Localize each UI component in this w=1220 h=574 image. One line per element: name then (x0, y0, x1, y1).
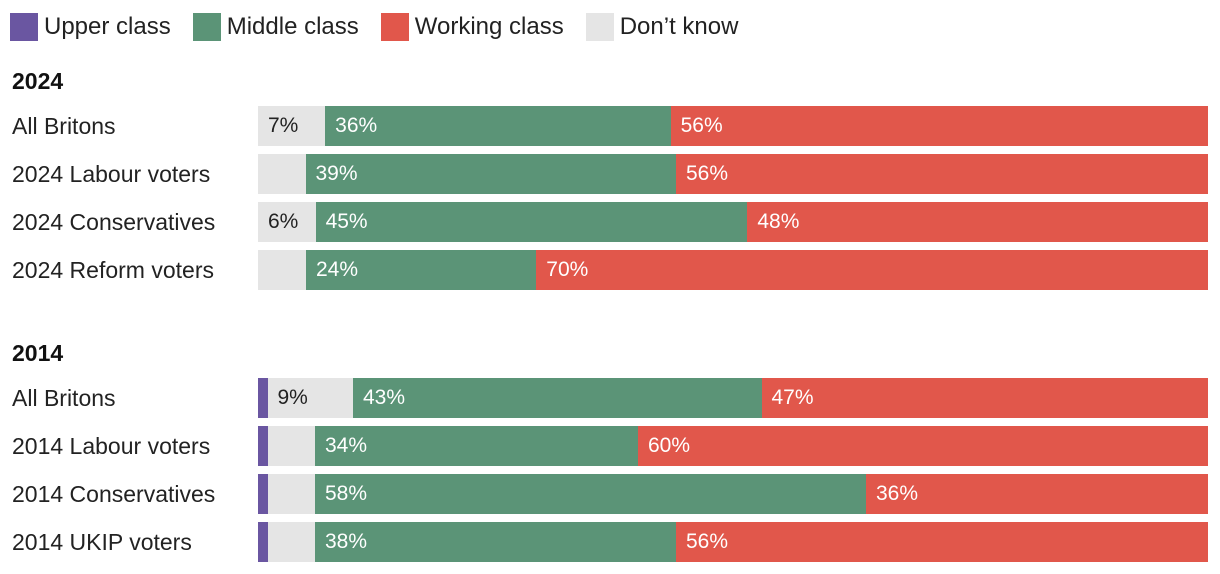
bar-segment-upper (258, 474, 268, 514)
bar-segment-dontknow (267, 522, 315, 562)
bar-segment-dontknow: 6% (258, 202, 316, 242)
data-label: 39% (315, 162, 358, 185)
data-label: 43% (363, 386, 406, 409)
bar-segment-dontknow: 9% (267, 378, 353, 418)
stacked-bar: 34% 60% (258, 426, 1208, 466)
bar-segment-middle: 43% (353, 378, 762, 418)
row-label: All Britons (12, 385, 116, 411)
stacked-bar: 7% 36% 56% (258, 106, 1208, 146)
bar-segment-dontknow (267, 474, 315, 514)
row-label: 2024 Conservatives (12, 209, 216, 235)
data-label: 38% (325, 530, 368, 553)
bar-segment-upper (258, 378, 268, 418)
row-label: 2014 Conservatives (12, 481, 216, 507)
bar-segment-middle: 45% (315, 202, 748, 242)
data-label: 7% (268, 114, 299, 137)
data-label: 56% (686, 530, 729, 553)
data-label: 36% (335, 114, 378, 137)
legend-label: Upper class (44, 13, 171, 40)
bar-segment-middle: 34% (315, 426, 638, 466)
bar-segment-working: 47% (761, 378, 1208, 418)
data-label: 9% (277, 386, 308, 409)
legend-swatch-middle (192, 13, 221, 41)
legend-item-middle: Middle class (192, 13, 359, 41)
row-label: All Britons (12, 113, 116, 139)
stacked-bar: 39% 56% (258, 154, 1208, 194)
data-label: 70% (546, 258, 589, 281)
stacked-bar: 24% 70% (258, 250, 1208, 290)
data-label: 56% (680, 114, 723, 137)
legend-item-dontknow: Don’t know (585, 13, 739, 41)
bar-segment-working: 36% (866, 474, 1208, 514)
group-title: 2014 (12, 340, 64, 366)
data-label: 60% (648, 434, 691, 457)
bar-segment-working: 70% (536, 250, 1208, 290)
row-label: 2014 Labour voters (12, 433, 211, 459)
row-label: 2024 Labour voters (12, 161, 211, 187)
legend-label: Working class (414, 13, 564, 40)
stacked-bar: 38% 56% (258, 522, 1208, 562)
bar-segment-middle: 36% (325, 106, 671, 146)
legend-swatch-upper (10, 13, 38, 41)
stacked-bar: 6% 45% 48% (258, 202, 1208, 242)
legend-item-upper: Upper class (10, 13, 171, 41)
row-label: 2024 Reform voters (12, 257, 214, 283)
bar-segment-working: 56% (670, 106, 1208, 146)
data-label: 47% (771, 386, 814, 409)
bar-segment-dontknow (258, 154, 306, 194)
data-label: 56% (686, 162, 729, 185)
group-title: 2024 (12, 68, 64, 94)
stacked-bar: 9% 43% 47% (258, 378, 1208, 418)
legend-swatch-working (380, 13, 409, 41)
legend-label: Don’t know (619, 13, 739, 40)
bar-segment-upper (258, 426, 268, 466)
bar-segment-working: 60% (638, 426, 1208, 466)
bar-segment-working: 48% (747, 202, 1208, 242)
legend: Upper class Middle class Working class Don’… (10, 12, 760, 42)
bar-segment-dontknow (267, 426, 315, 466)
data-label: 58% (325, 482, 368, 505)
bar-segment-dontknow (258, 250, 306, 290)
bar-segment-middle: 24% (305, 250, 537, 290)
legend-item-working: Working class (380, 13, 564, 41)
bar-segment-working: 56% (676, 154, 1208, 194)
data-label: 48% (757, 210, 800, 233)
bar-segment-middle: 58% (315, 474, 866, 514)
bar-segment-middle: 39% (305, 154, 676, 194)
bar-segment-middle: 38% (315, 522, 676, 562)
data-label: 24% (315, 258, 358, 281)
bar-segment-working: 56% (676, 522, 1208, 562)
legend-swatch-dontknow (585, 13, 614, 41)
bar-segment-upper (258, 522, 268, 562)
data-label: 45% (325, 210, 368, 233)
data-label: 36% (876, 482, 919, 505)
bar-segment-dontknow: 7% (258, 106, 326, 146)
legend-label: Middle class (226, 13, 359, 40)
stacked-bar: 58% 36% (258, 474, 1208, 514)
data-label: 34% (325, 434, 368, 457)
data-label: 6% (268, 210, 299, 233)
row-label: 2014 UKIP voters (12, 529, 192, 555)
